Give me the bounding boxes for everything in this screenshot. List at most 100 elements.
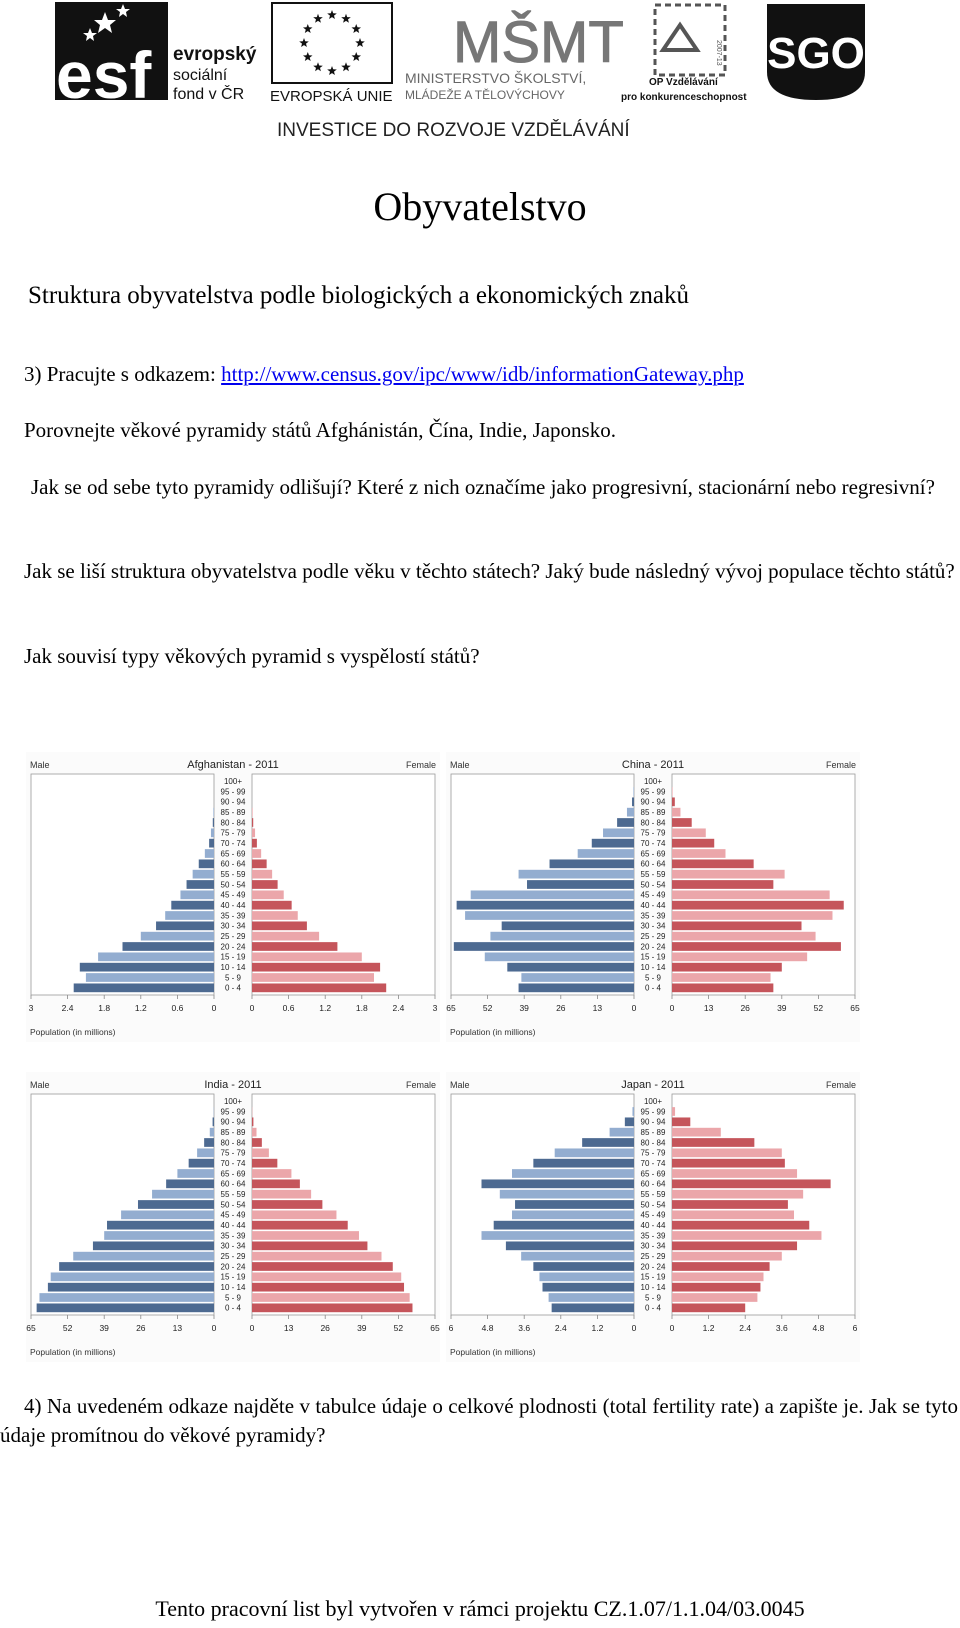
female-bar [672, 911, 833, 920]
age-group-label: 10 - 14 [221, 963, 246, 972]
msmt-logo: MŠMT MINISTERSTVO ŠKOLSTVÍ, MLÁDEŽE A TĚ… [405, 10, 624, 103]
esf-logo: esf evropský sociální fond v ČR [55, 2, 257, 112]
x-axis-label: Population (in millions) [450, 1027, 536, 1037]
tick-label: 13 [284, 1323, 294, 1333]
age-group-label: 55 - 59 [221, 1190, 246, 1199]
male-bar [549, 859, 634, 869]
age-group-label: 85 - 89 [641, 1128, 666, 1137]
male-bar [177, 1169, 214, 1178]
male-bar [104, 1231, 214, 1240]
male-bar [453, 942, 634, 951]
male-bar [493, 1220, 634, 1230]
male-bar [197, 1148, 214, 1158]
age-group-label: 10 - 14 [221, 1283, 246, 1292]
age-group-label: 55 - 59 [221, 870, 246, 879]
female-bar [672, 1272, 764, 1282]
male-label: Male [30, 1080, 50, 1090]
age-group-label: 15 - 19 [641, 1273, 666, 1282]
male-bar [152, 1189, 214, 1199]
female-bar [252, 869, 273, 879]
female-bar [252, 807, 253, 817]
age-group-label: 75 - 79 [221, 829, 246, 838]
task3-p3: Jak se liší struktura obyvatelstva podle… [24, 559, 955, 583]
age-group-label: 40 - 44 [221, 1221, 246, 1230]
age-group-label: 90 - 94 [221, 1118, 246, 1127]
female-bar [252, 1293, 410, 1302]
age-group-label: 55 - 59 [641, 1190, 666, 1199]
age-group-label: 100+ [224, 777, 242, 786]
age-group-label: 95 - 99 [641, 787, 666, 796]
tick-label: 3.6 [518, 1323, 530, 1333]
task3-p4: Jak souvisí typy věkových pyramid s vysp… [24, 644, 480, 668]
tick-label: 1.8 [98, 1003, 110, 1013]
male-bar [633, 787, 634, 796]
female-bar [252, 983, 387, 993]
female-bar [672, 983, 774, 993]
female-bar [672, 952, 808, 962]
x-axis-label: Population (in millions) [30, 1347, 116, 1357]
female-bar [672, 973, 771, 982]
msmt-line-1: MINISTERSTVO ŠKOLSTVÍ, [405, 70, 586, 86]
female-bar [672, 828, 706, 838]
female-bar [672, 859, 754, 869]
header-logos: esf evropský sociální fond v ČR EVROPSKÁ… [55, 2, 865, 141]
age-group-label: 5 - 9 [645, 973, 662, 982]
female-bar [672, 1220, 810, 1230]
male-bar [186, 880, 214, 889]
male-bar [481, 1179, 634, 1189]
tick-label: 1.2 [591, 1323, 603, 1333]
male-bar [624, 1117, 634, 1127]
task3-intro: 3) Pracujte s odkazem: http://www.census… [24, 360, 924, 389]
female-bar [672, 1169, 798, 1178]
tick-label: 0 [670, 1003, 675, 1013]
eu-star-icon [313, 62, 323, 72]
age-group-label: 30 - 34 [221, 922, 246, 931]
age-group-label: 20 - 24 [641, 1262, 666, 1271]
female-bar [252, 849, 262, 858]
tick-label: 0 [670, 1323, 675, 1333]
female-bar [252, 1241, 368, 1251]
male-bar [192, 869, 214, 879]
tick-label: 1.8 [356, 1003, 368, 1013]
tick-label: 1.2 [319, 1003, 331, 1013]
task3-p2: Jak se od sebe tyto pyramidy odlišují? K… [31, 475, 935, 499]
eu-star-icon [341, 13, 351, 23]
male-bar [39, 1293, 215, 1302]
tick-label: 39 [519, 1003, 529, 1013]
female-bar [672, 869, 785, 879]
male-bar [499, 1189, 634, 1199]
age-group-label: 35 - 39 [221, 1231, 246, 1240]
male-bar [632, 1107, 634, 1116]
female-bar [252, 1272, 402, 1282]
female-bar [672, 1158, 785, 1168]
male-bar [59, 1262, 215, 1271]
age-group-label: 85 - 89 [221, 808, 246, 817]
age-group-label: 80 - 84 [221, 818, 246, 827]
female-bar [672, 1293, 758, 1302]
male-bar [490, 931, 634, 941]
age-group-label: 40 - 44 [221, 901, 246, 910]
age-group-label: 100+ [644, 777, 662, 786]
op-logo: 2007-13 OP Vzdělávání pro konkurencescho… [621, 3, 747, 103]
age-group-label: 65 - 69 [221, 849, 246, 858]
male-bar [533, 1262, 634, 1271]
female-bar [252, 962, 381, 972]
tick-label: 4.8 [812, 1323, 824, 1333]
female-bar [672, 1127, 721, 1137]
female-bar [672, 1200, 788, 1209]
female-bar [672, 818, 692, 827]
male-bar [521, 973, 634, 982]
age-group-label: 50 - 54 [641, 880, 666, 889]
male-bar [505, 1241, 634, 1251]
female-bar [672, 838, 715, 848]
age-group-label: 70 - 74 [221, 1159, 246, 1168]
esf-line-3: fond v ČR [173, 84, 244, 103]
male-bar [210, 828, 214, 838]
age-group-label: 65 - 69 [641, 849, 666, 858]
age-group-label: 100+ [224, 1097, 242, 1106]
tick-label: 0 [632, 1323, 637, 1333]
census-link[interactable]: http://www.census.gov/ipc/www/idb/inform… [221, 362, 744, 386]
female-bar [252, 1220, 348, 1230]
